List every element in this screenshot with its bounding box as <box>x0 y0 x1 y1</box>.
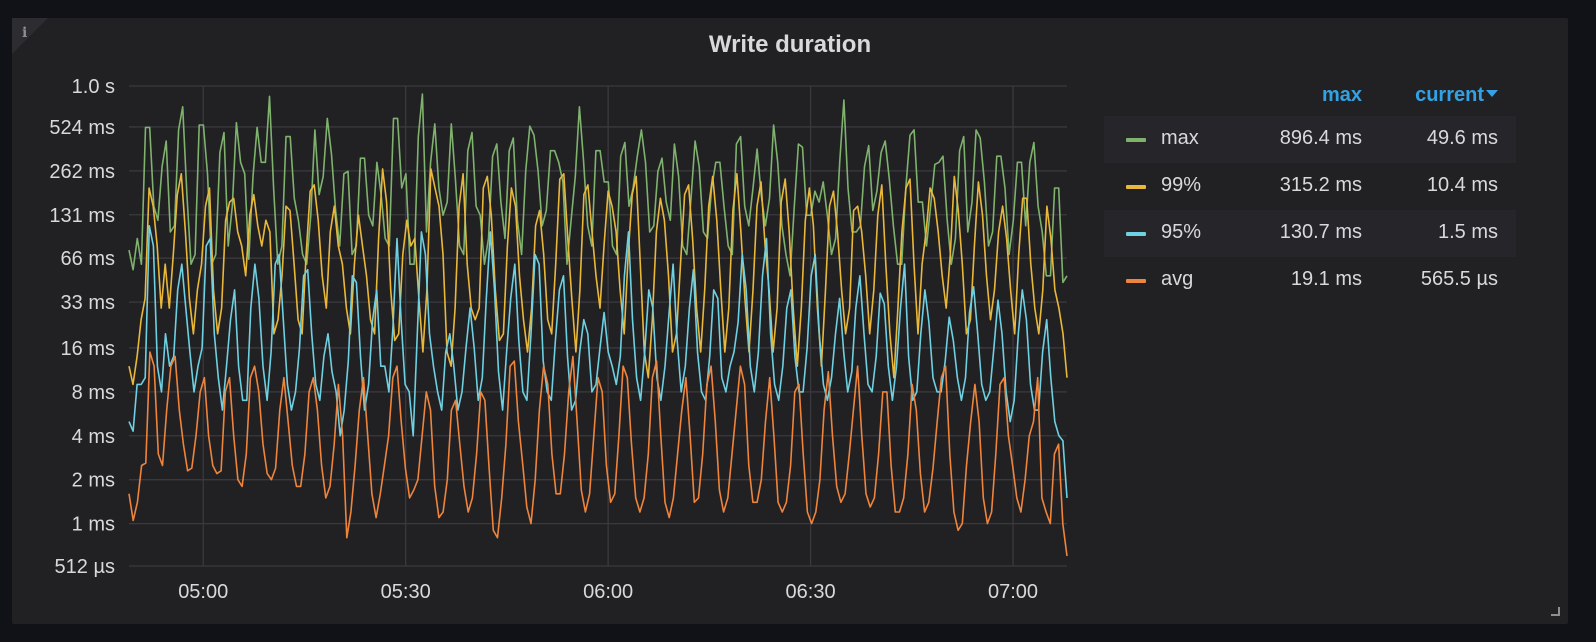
y-tick-label: 262 ms <box>49 161 115 183</box>
legend-sort-max[interactable]: max <box>1322 84 1362 107</box>
graph-panel: i Write duration 512 µs 1 ms 2 ms 4 ms 8 ms 1… <box>12 18 1568 624</box>
legend-row-99[interactable]: 99% 315.2 ms 10.4 ms <box>1104 163 1516 210</box>
legend-max-value: 130.7 ms <box>1279 221 1362 243</box>
panel-title[interactable]: Write duration <box>708 31 872 58</box>
y-tick-label: 1.0 s <box>72 76 115 98</box>
series-line-99pct <box>128 168 1068 386</box>
legend-swatch[interactable] <box>1126 232 1146 236</box>
panel-info-corner[interactable] <box>12 18 48 54</box>
legend-swatch[interactable] <box>1126 279 1146 283</box>
legend-col-current-label: current <box>1415 84 1484 106</box>
legend-swatch[interactable] <box>1126 185 1146 189</box>
series-line-max <box>128 93 1068 284</box>
legend-series-name[interactable]: avg <box>1161 268 1194 290</box>
y-tick-label: 131 ms <box>49 205 115 227</box>
y-tick-label: 66 ms <box>61 248 115 270</box>
x-tick-label: 07:00 <box>988 581 1038 603</box>
series-line-95pct <box>128 225 1068 498</box>
legend-col-max-label: max <box>1321 84 1362 106</box>
resize-handle-icon[interactable] <box>1551 607 1560 616</box>
legend-current-value: 49.6 ms <box>1426 127 1498 149</box>
legend-max-value: 19.1 ms <box>1290 268 1362 290</box>
legend-current-value: 565.5 µs <box>1420 268 1498 290</box>
legend-row-max[interactable]: max 896.4 ms 49.6 ms <box>1104 116 1516 163</box>
sort-desc-icon <box>1486 90 1498 97</box>
legend-series-name[interactable]: 99% <box>1161 174 1202 196</box>
chart-plot: 512 µs 1 ms 2 ms 4 ms 8 ms 16 ms 33 ms 66 ms 131… <box>49 76 1068 603</box>
y-tick-label: 2 ms <box>72 470 115 492</box>
legend-row-95[interactable]: 95% 130.7 ms 1.5 ms <box>1104 210 1516 257</box>
y-tick-label: 512 µs <box>55 556 115 578</box>
legend-series-name[interactable]: 95% <box>1161 221 1202 243</box>
x-tick-label: 05:30 <box>381 581 431 603</box>
legend-current-value: 10.4 ms <box>1426 174 1498 196</box>
legend-max-value: 315.2 ms <box>1279 174 1362 196</box>
x-tick-label: 06:30 <box>786 581 836 603</box>
legend-max-value: 896.4 ms <box>1279 127 1362 149</box>
legend-swatch[interactable] <box>1126 138 1146 142</box>
legend-current-value: 1.5 ms <box>1437 221 1498 243</box>
y-tick-label: 524 ms <box>49 117 115 139</box>
legend-series-name[interactable]: max <box>1161 127 1199 149</box>
y-tick-label: 4 ms <box>72 426 115 448</box>
y-tick-label: 1 ms <box>72 514 115 536</box>
y-tick-label: 16 ms <box>61 338 115 360</box>
legend-row-avg[interactable]: avg 19.1 ms 565.5 µs <box>1104 257 1516 304</box>
legend-sort-current[interactable]: current <box>1415 84 1498 107</box>
x-tick-label: 06:00 <box>583 581 633 603</box>
y-tick-label: 33 ms <box>61 292 115 314</box>
info-icon[interactable]: i <box>22 25 28 41</box>
series-line-avg <box>128 351 1068 557</box>
legend-header: max current <box>1104 78 1516 116</box>
y-tick-label: 8 ms <box>72 382 115 404</box>
x-tick-label: 05:00 <box>178 581 228 603</box>
legend-table: max current max 896.4 ms 49.6 ms 99% 315… <box>1104 78 1516 304</box>
